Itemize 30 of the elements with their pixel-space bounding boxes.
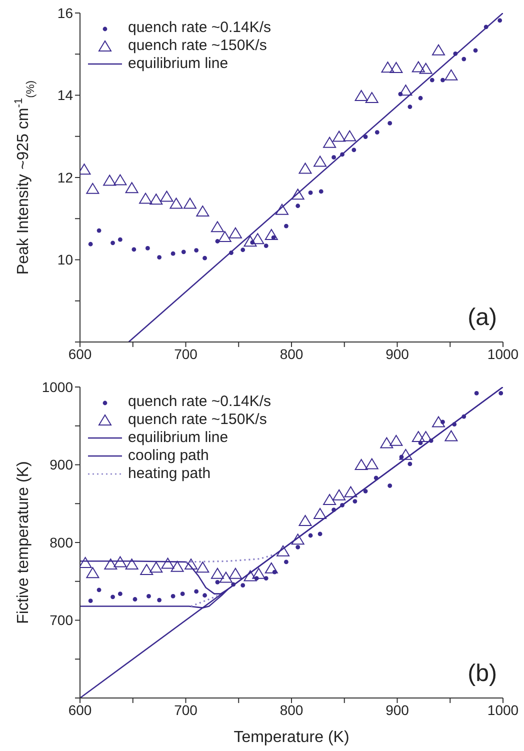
legend-label: quench rate ~150K/s: [128, 37, 267, 55]
annotation: (b): [468, 660, 497, 688]
x-tick-label: 600: [68, 346, 92, 362]
annotation: (a): [468, 304, 497, 332]
y-tick-label: 1000: [42, 378, 74, 395]
legend-label: heating path: [128, 465, 211, 483]
legend-label: cooling path: [128, 447, 209, 465]
x-tick-label: 1000: [487, 346, 519, 362]
legend-label: quench rate ~0.14K/s: [128, 393, 272, 411]
x-tick-label: 900: [386, 346, 410, 362]
y-axis-title: Fictive temperature (K): [15, 461, 32, 624]
y-tick-label: 10: [57, 252, 74, 268]
y-tick-label: 800: [50, 534, 74, 550]
y-tick-label: 16: [57, 4, 74, 21]
x-tick-label: 600: [68, 702, 92, 718]
x-tick-label: 1000: [487, 702, 519, 718]
y-tick-label: 700: [50, 612, 74, 628]
y-tick-label: 12: [57, 169, 74, 186]
x-tick-label: 800: [280, 702, 304, 718]
legend-label: equilibrium line: [128, 55, 228, 73]
legend-label: quench rate ~150K/s: [128, 411, 267, 429]
x-tick-label: 800: [280, 346, 304, 362]
legend-label: quench rate ~0.14K/s: [128, 19, 272, 37]
y-tick-label: 14: [57, 87, 74, 104]
x-axis-title: Temperature (K): [234, 729, 350, 746]
y-tick-label: 900: [50, 456, 74, 473]
x-tick-label: 700: [174, 702, 198, 718]
x-tick-label: 900: [386, 702, 410, 718]
legend-label: equilibrium line: [128, 429, 228, 447]
x-tick-label: 700: [174, 346, 198, 362]
